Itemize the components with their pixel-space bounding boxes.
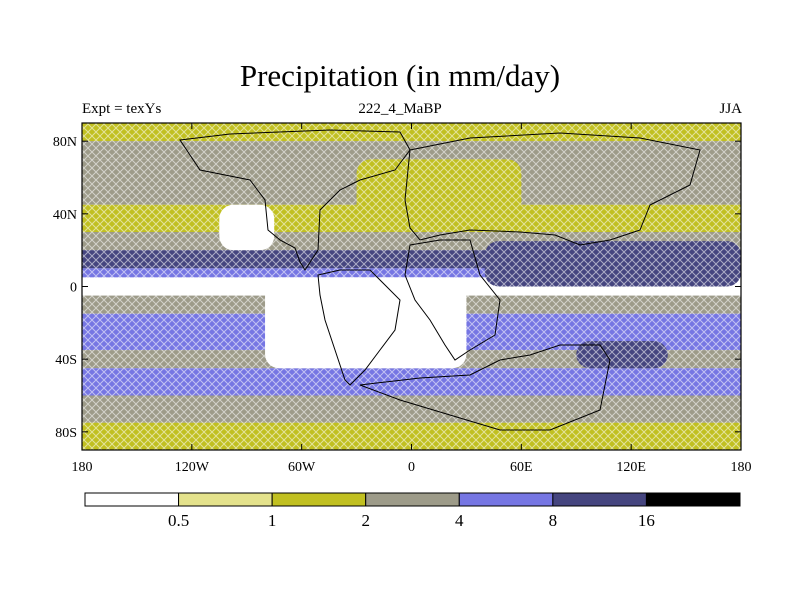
- x-axis: 180 120W 60W 0 60E 120E 180: [72, 123, 752, 475]
- coastline-africa: [404, 239, 501, 361]
- colorbar-label-1: 1: [268, 511, 277, 530]
- colorbar-swatch-4: [458, 492, 554, 507]
- y-tick-label-1: 40N: [53, 208, 77, 223]
- stipple-overlay: [82, 123, 741, 450]
- coastline-southern: [359, 344, 611, 431]
- colorbar-swatch-1: [178, 492, 273, 507]
- colorbar: 0.5 1 2 4 8 16: [84, 492, 741, 530]
- x-tick-label-0: 180: [72, 460, 93, 475]
- colorbar-label-5: 16: [638, 511, 655, 530]
- y-tick-label-3: 40S: [55, 353, 77, 368]
- colorbar-label-4: 8: [549, 511, 558, 530]
- y-tick-label-2: 0: [70, 281, 77, 296]
- colorbar-label-2: 2: [361, 511, 370, 530]
- colorbar-swatch-0: [84, 492, 180, 507]
- colorbar-swatch-3: [365, 492, 460, 507]
- colorbar-swatch-5: [552, 492, 647, 507]
- colorbar-swatch-6: [645, 492, 741, 507]
- colorbar-label-3: 4: [455, 511, 464, 530]
- continent-outlines: [179, 129, 701, 431]
- y-tick-label-0: 80N: [53, 135, 77, 150]
- coastline-north-america: [179, 129, 411, 271]
- period-label: 222_4_MaBP: [358, 101, 442, 117]
- coastline-eurasia-africa: [404, 132, 701, 246]
- map-title: Precipitation (in mm/day): [239, 58, 561, 93]
- x-tick-label-2: 60W: [288, 460, 316, 475]
- coastline-south-america: [317, 269, 401, 386]
- x-tick-label-1: 120W: [175, 460, 210, 475]
- colorbar-swatch-2: [271, 492, 367, 507]
- colorbar-label-0: 0.5: [168, 511, 189, 530]
- season-label: JJA: [719, 101, 742, 117]
- y-tick-label-4: 80S: [55, 426, 77, 441]
- x-tick-label-4: 60E: [510, 460, 533, 475]
- y-axis: 80N 40N 0 40S 80S: [53, 135, 741, 441]
- plot-area: [82, 123, 741, 450]
- x-tick-label-5: 120E: [616, 460, 646, 475]
- experiment-label: Expt = texYs: [82, 101, 162, 117]
- x-tick-label-3: 0: [408, 460, 415, 475]
- x-tick-label-6: 180: [731, 460, 752, 475]
